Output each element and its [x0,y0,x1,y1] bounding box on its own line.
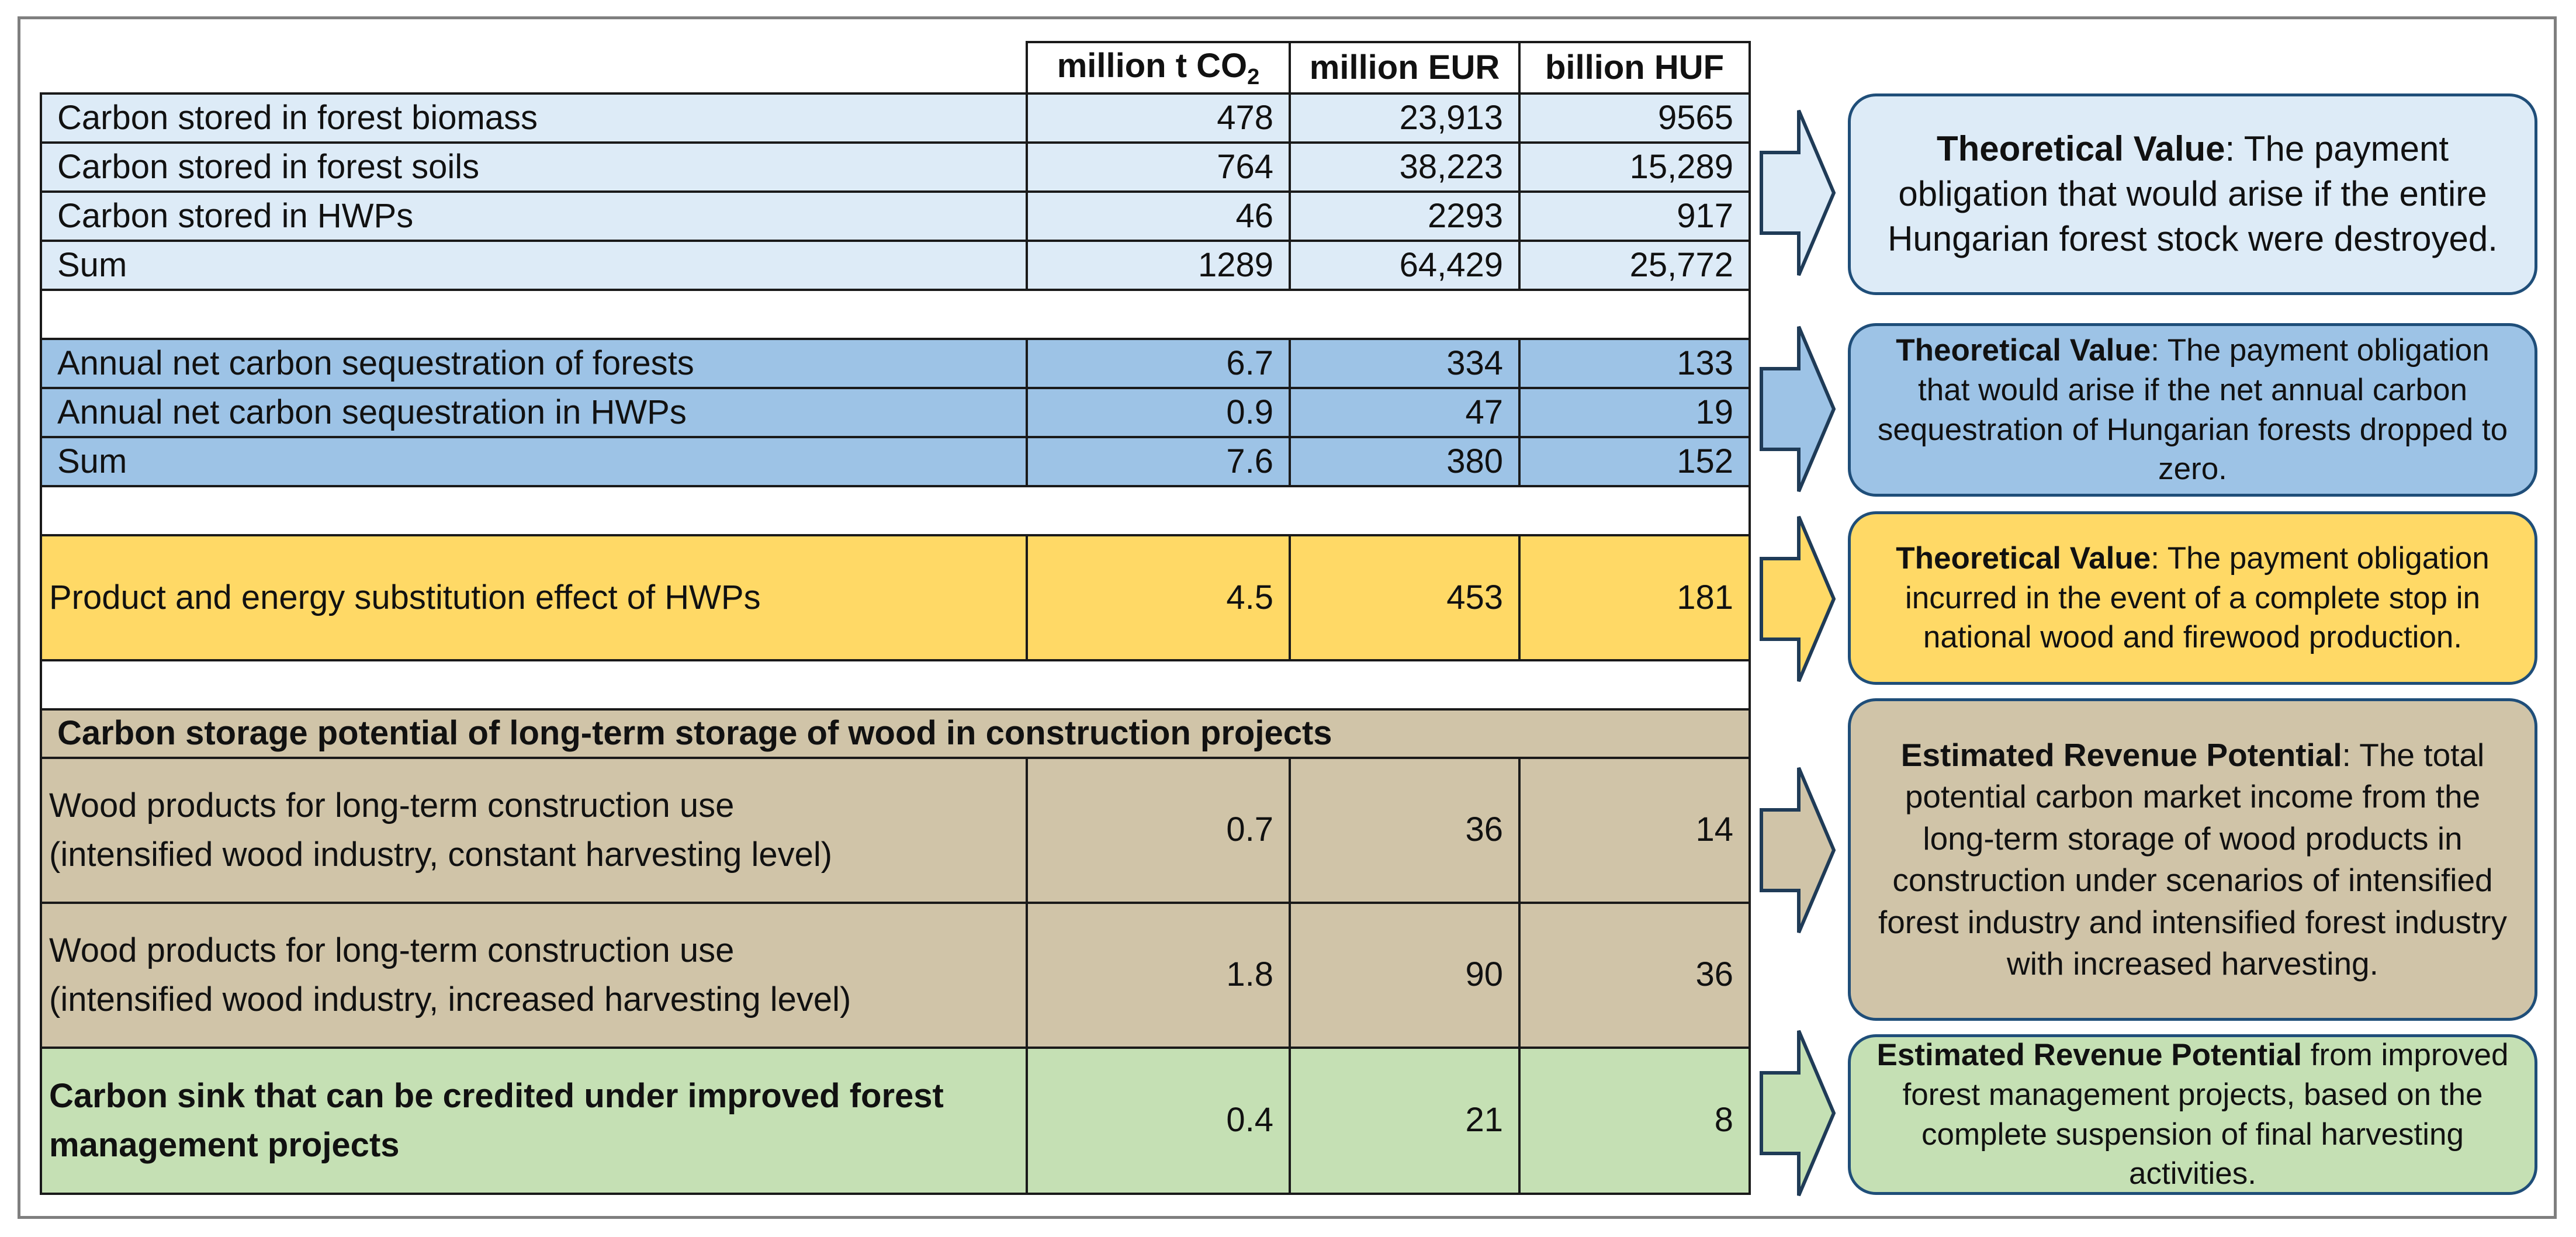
value-co2: 6.7 [1026,338,1291,390]
table-header-row: million t CO2 million EUR billion HUF [41,40,1751,95]
row-label: Carbon sink that can be credited under i… [40,1046,1028,1195]
table-row-improved-management: Carbon sink that can be credited under i… [40,1046,1751,1195]
value-co2: 764 [1026,141,1291,193]
row-label: Sum [40,436,1028,488]
table-row: Carbon stored in HWPs 46 2293 917 [40,190,1751,242]
row-label: Annual net carbon sequestration in HWPs [40,387,1028,439]
value-huf: 181 [1518,534,1751,662]
value-co2: 0.7 [1026,756,1291,904]
table-row-sum: Sum 7.6 380 152 [40,436,1751,488]
arrow-right-icon [1759,324,1836,494]
figure-frame [18,16,2557,1219]
value-huf: 8 [1518,1046,1751,1195]
value-eur: 47 [1289,387,1521,439]
table-row: Annual net carbon sequestration in HWPs … [40,387,1751,439]
header-huf: billion HUF [1518,40,1751,95]
row-label: Annual net carbon sequestration of fores… [40,338,1028,390]
value-huf: 19 [1518,387,1751,439]
row-label: Wood products for long-term construction… [40,901,1028,1049]
value-co2: 7.6 [1026,436,1291,488]
arrow-right-icon [1759,514,1836,684]
value-eur: 21 [1289,1046,1521,1195]
value-huf: 14 [1518,756,1751,904]
value-co2: 46 [1026,190,1291,242]
table-row: Carbon stored in forest biomass 478 23,9… [40,92,1751,144]
row-label: Product and energy substitution effect o… [40,534,1028,662]
explanation-box-construction: Estimated Revenue Potential: The total p… [1848,698,2537,1021]
value-huf: 15,289 [1518,141,1751,193]
explanation-box-improved-management: Estimated Revenue Potential from improve… [1848,1034,2537,1195]
spacer-row [40,289,1751,341]
value-eur: 90 [1289,901,1521,1049]
value-huf: 133 [1518,338,1751,390]
arrow-right-icon [1759,1028,1836,1198]
construction-title-row: Carbon storage potential of long-term st… [40,708,1751,759]
value-co2: 0.9 [1026,387,1291,439]
value-co2: 1.8 [1026,901,1291,1049]
value-eur: 36 [1289,756,1521,904]
value-eur: 23,913 [1289,92,1521,144]
value-co2: 1289 [1026,240,1291,292]
row-label: Sum [40,240,1028,292]
explanation-box-substitution: Theoretical Value: The payment obligatio… [1848,511,2537,685]
table-row: Wood products for long-term construction… [40,901,1751,1049]
spacer-row [40,485,1751,537]
construction-title: Carbon storage potential of long-term st… [40,708,1751,759]
value-huf: 25,772 [1518,240,1751,292]
explanation-box-annual: Theoretical Value: The payment obligatio… [1848,323,2537,497]
row-label: Wood products for long-term construction… [40,756,1028,904]
value-eur: 64,429 [1289,240,1521,292]
spacer-row [40,659,1751,711]
value-eur: 453 [1289,534,1521,662]
row-label: Carbon stored in HWPs [40,190,1028,242]
value-co2: 0.4 [1026,1046,1291,1195]
arrow-right-icon [1759,765,1836,935]
header-blank [41,42,1028,95]
value-eur: 380 [1289,436,1521,488]
value-co2: 4.5 [1026,534,1291,662]
value-huf: 36 [1518,901,1751,1049]
explanation-box-stock: Theoretical Value: The payment obligatio… [1848,93,2537,295]
arrow-right-icon [1759,108,1836,278]
value-huf: 917 [1518,190,1751,242]
table-row-sum: Sum 1289 64,429 25,772 [40,240,1751,292]
table-row: Annual net carbon sequestration of fores… [40,338,1751,390]
table-row: Carbon stored in forest soils 764 38,223… [40,141,1751,193]
row-label: Carbon stored in forest soils [40,141,1028,193]
carbon-value-table: million t CO2 million EUR billion HUF Ca… [40,40,1751,1195]
table-row-substitution: Product and energy substitution effect o… [40,534,1751,662]
value-eur: 334 [1289,338,1521,390]
value-eur: 2293 [1289,190,1521,242]
value-huf: 9565 [1518,92,1751,144]
value-huf: 152 [1518,436,1751,488]
value-eur: 38,223 [1289,141,1521,193]
header-co2: million t CO2 [1026,40,1291,95]
row-label: Carbon stored in forest biomass [40,92,1028,144]
value-co2: 478 [1026,92,1291,144]
table-row: Wood products for long-term construction… [40,756,1751,904]
header-eur: million EUR [1289,40,1521,95]
